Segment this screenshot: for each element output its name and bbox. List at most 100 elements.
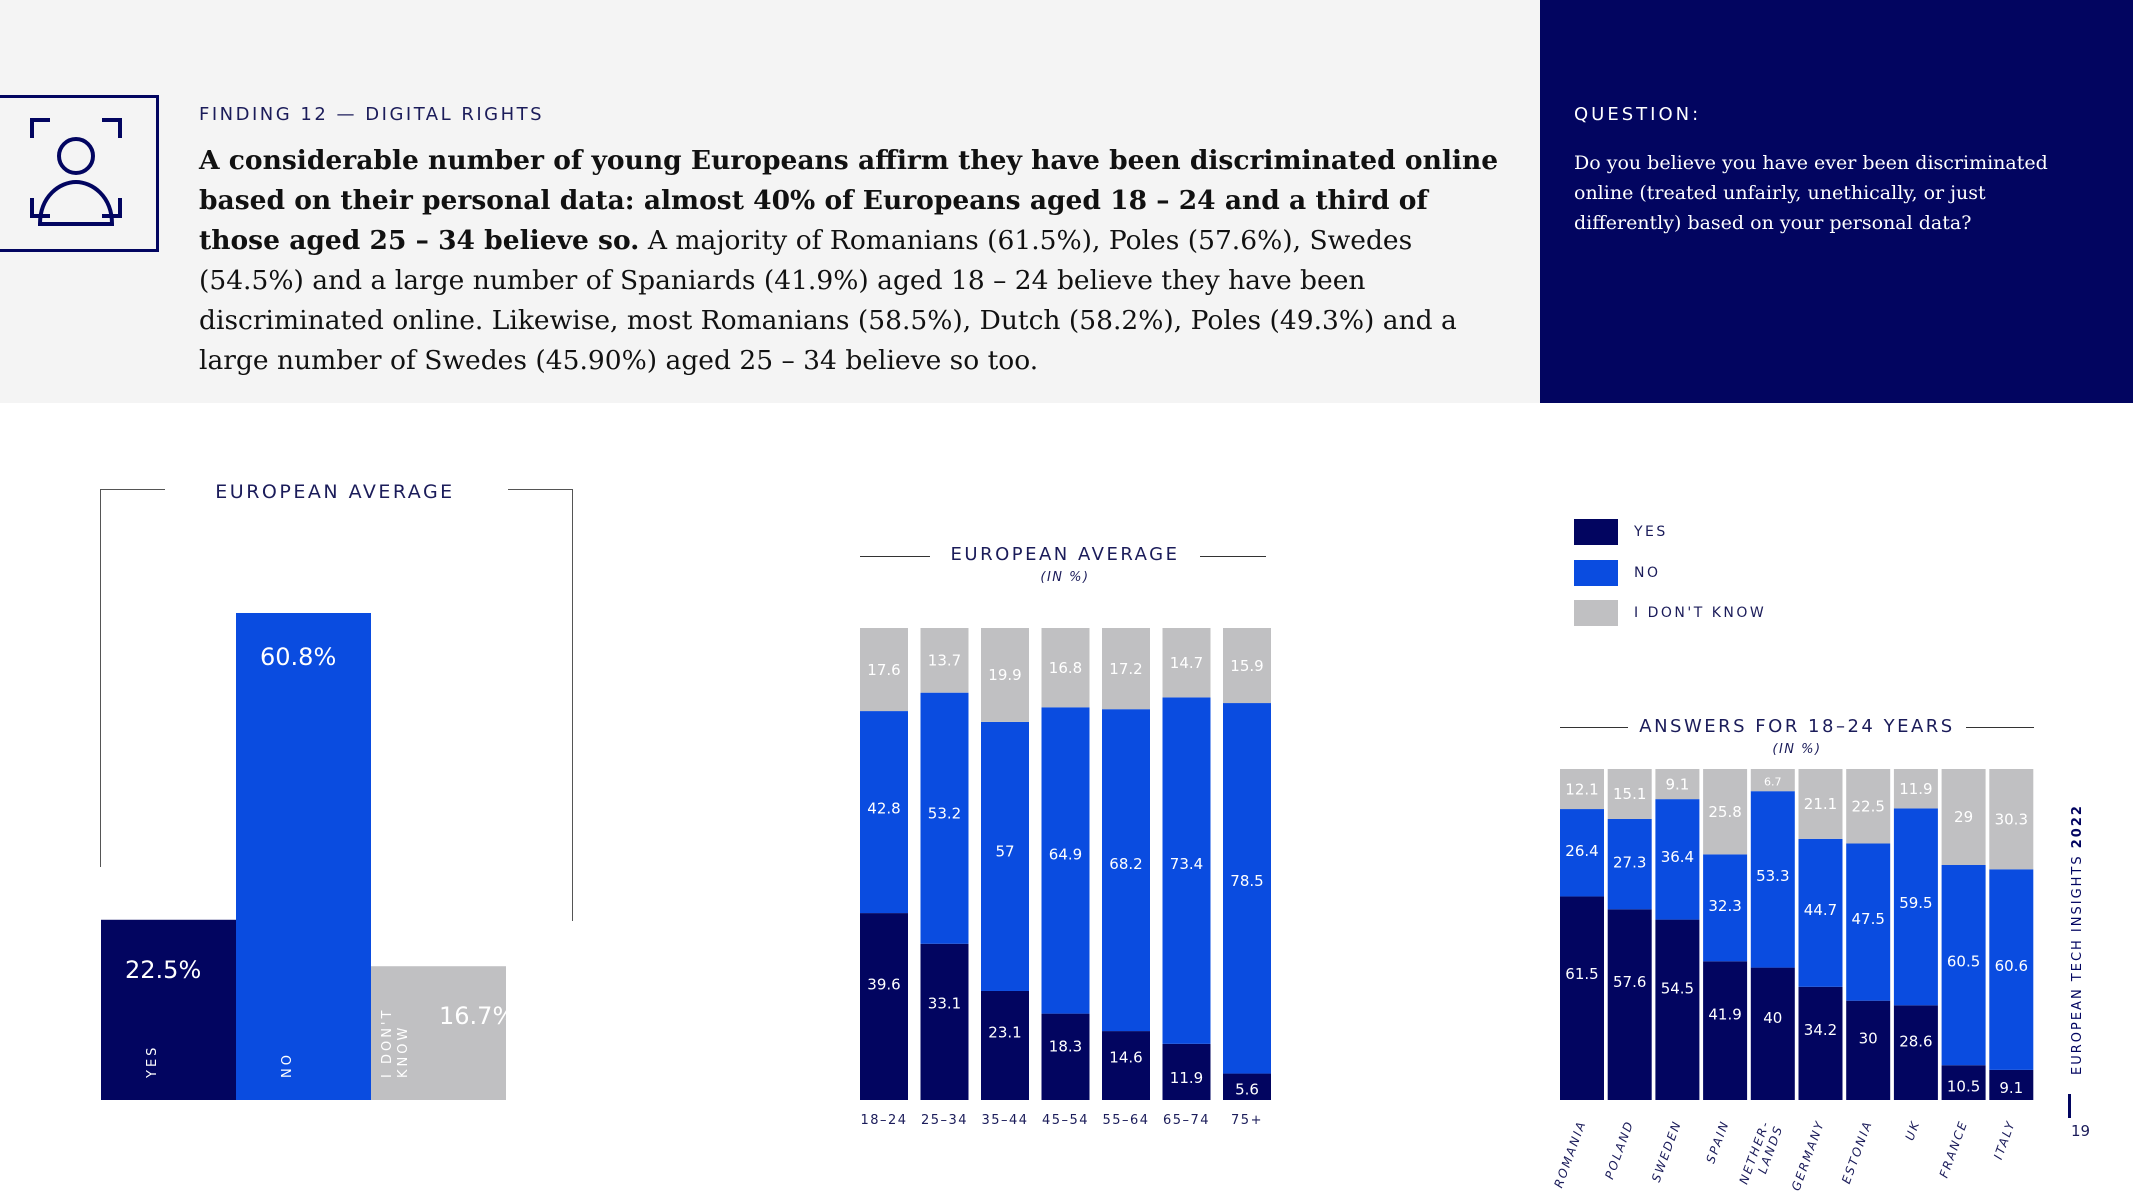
legend-item-yes: YES	[1574, 519, 1668, 545]
chart3-category-label: POLAND	[1602, 1118, 1636, 1181]
finding-bold-text: A considerable number of young Europeans…	[199, 145, 1499, 256]
legend-item-no: NO	[1574, 560, 1661, 586]
chart2-segment-yes	[1162, 1043, 1211, 1100]
chart2-title-line	[860, 556, 930, 557]
chart2-subtitle: (IN %)	[1040, 570, 1090, 585]
chart3-category-label: FRANCE	[1937, 1118, 1971, 1180]
chart3-segment-yes	[1846, 1000, 1891, 1100]
chart2-value-label: 19.9	[988, 666, 1021, 684]
chart3-value-label: 60.5	[1947, 952, 1980, 970]
legend-label-no: NO	[1634, 565, 1661, 581]
chart3-value-label: 25.8	[1708, 803, 1741, 821]
chart2-category-label: 25–34	[921, 1113, 968, 1128]
chart3-segment-no	[1989, 869, 2034, 1070]
chart3-segment-no	[1560, 809, 1604, 897]
chart1-value-label: 22.5%	[125, 956, 201, 984]
chart3-segment-i-don-t-know	[1750, 769, 1795, 792]
chart3-segment-i-don-t-know	[1846, 769, 1891, 844]
chart2-category-label: 35–44	[981, 1113, 1028, 1128]
chart2-segment-i-don-t-know	[1102, 628, 1150, 710]
chart3-segment-i-don-t-know	[1703, 769, 1748, 855]
chart3-segment-no	[1703, 854, 1748, 962]
chart1-title: EUROPEAN AVERAGE	[215, 481, 455, 503]
chart3-value-label: 10.5	[1947, 1077, 1980, 1095]
chart2-value-label: 57	[995, 842, 1014, 860]
chart1-category-label: I DON'TKNOW	[380, 1008, 411, 1078]
chart2-category-label: 45–54	[1042, 1113, 1089, 1128]
chart1-frame-line	[572, 489, 573, 921]
chart2-segment-no	[981, 721, 1029, 991]
chart3-category-label: ROMANIA	[1551, 1118, 1588, 1190]
chart3-value-label: 30.3	[1995, 810, 2028, 828]
chart2-category-label: 55–64	[1102, 1113, 1149, 1128]
chart2-value-label: 42.8	[867, 799, 900, 817]
footer-accent-bar	[2068, 1094, 2071, 1118]
chart3-value-label: 9.1	[1999, 1079, 2023, 1097]
chart3-segment-yes	[1941, 1065, 1986, 1100]
chart1-value-label: 60.8%	[260, 643, 336, 671]
chart2-value-label: 13.7	[928, 652, 961, 670]
chart1-frame-line	[100, 489, 101, 867]
chart2-value-label: 18.3	[1049, 1038, 1082, 1056]
chart3-value-label: 44.7	[1804, 901, 1837, 919]
chart3-segment-i-don-t-know	[1941, 769, 1986, 865]
legend-label-dont-know: I DON'T KNOW	[1634, 605, 1767, 621]
chart2-segment-yes	[920, 943, 969, 1100]
chart1-value-label: 16.7%	[439, 1002, 515, 1030]
chart3-segment-no	[1798, 838, 1843, 987]
chart3-segment-yes	[1989, 1069, 2034, 1100]
chart2-value-label: 14.6	[1109, 1049, 1142, 1067]
chart3-category-label: UK	[1902, 1118, 1922, 1142]
chart3-value-label: 40	[1763, 1009, 1782, 1027]
chart2-value-label: 53.2	[928, 804, 961, 822]
chart2-segment-yes	[1102, 1031, 1150, 1100]
chart2-segment-yes	[981, 990, 1029, 1100]
legend-item-dont-know: I DON'T KNOW	[1574, 600, 1766, 626]
chart2-value-label: 14.7	[1170, 654, 1203, 672]
chart2-title: EUROPEAN AVERAGE	[950, 544, 1180, 565]
chart3-value-label: 29	[1954, 808, 1973, 826]
question-label: QUESTION:	[1574, 104, 1702, 125]
finding-label: FINDING 12 — DIGITAL RIGHTS	[199, 104, 545, 125]
chart3-value-label: 57.6	[1613, 973, 1646, 991]
chart3-title-line	[1966, 727, 2034, 728]
chart2-segment-yes	[860, 913, 908, 1100]
chart3-segment-no	[1941, 864, 1986, 1066]
chart3-value-label: 36.4	[1661, 848, 1694, 866]
chart3-value-label: 26.4	[1565, 842, 1598, 860]
chart3-segment-yes	[1893, 1005, 1938, 1100]
chart3-value-label: 22.5	[1851, 797, 1884, 815]
chart2-segment-yes	[1223, 1073, 1271, 1100]
chart3-title: ANSWERS FOR 18–24 YEARS	[1639, 716, 1955, 737]
chart2-value-label: 78.5	[1230, 872, 1263, 890]
chart3-value-label: 9.1	[1665, 775, 1689, 793]
chart2-value-label: 73.4	[1170, 855, 1203, 873]
chart3-value-label: 54.5	[1661, 979, 1694, 997]
chart3-value-label: 15.1	[1613, 785, 1646, 803]
chart2-value-label: 39.6	[867, 975, 900, 993]
finding-body-text: A majority of Romanians (61.5%), Poles (…	[199, 225, 1457, 376]
chart3-segment-no	[1750, 791, 1795, 968]
chart2-segment-i-don-t-know	[1223, 628, 1271, 704]
finding-panel	[0, 0, 1540, 403]
chart2-category-label: 75+	[1231, 1113, 1263, 1128]
chart1-bar-1	[101, 919, 236, 1100]
chart3-segment-i-don-t-know	[1989, 769, 2034, 870]
user-profile-icon	[30, 118, 122, 226]
chart3-segment-no	[1846, 843, 1891, 1001]
chart2-segment-i-don-t-know	[920, 628, 969, 693]
chart3-value-label: 32.3	[1708, 897, 1741, 915]
chart3-segment-yes	[1703, 961, 1748, 1100]
chart1-category-label: YES	[145, 1045, 160, 1079]
chart3-value-label: 28.6	[1899, 1033, 1932, 1051]
chart3-title-line	[1560, 727, 1628, 728]
chart2-segment-yes	[1041, 1013, 1090, 1100]
question-text: Do you believe you have ever been discri…	[1574, 152, 2048, 234]
chart3-value-label: 59.5	[1899, 894, 1932, 912]
chart3-segment-i-don-t-know	[1560, 769, 1604, 810]
chart3-category-label: SWEDEN	[1649, 1118, 1684, 1184]
chart1-frame-line	[100, 489, 165, 490]
